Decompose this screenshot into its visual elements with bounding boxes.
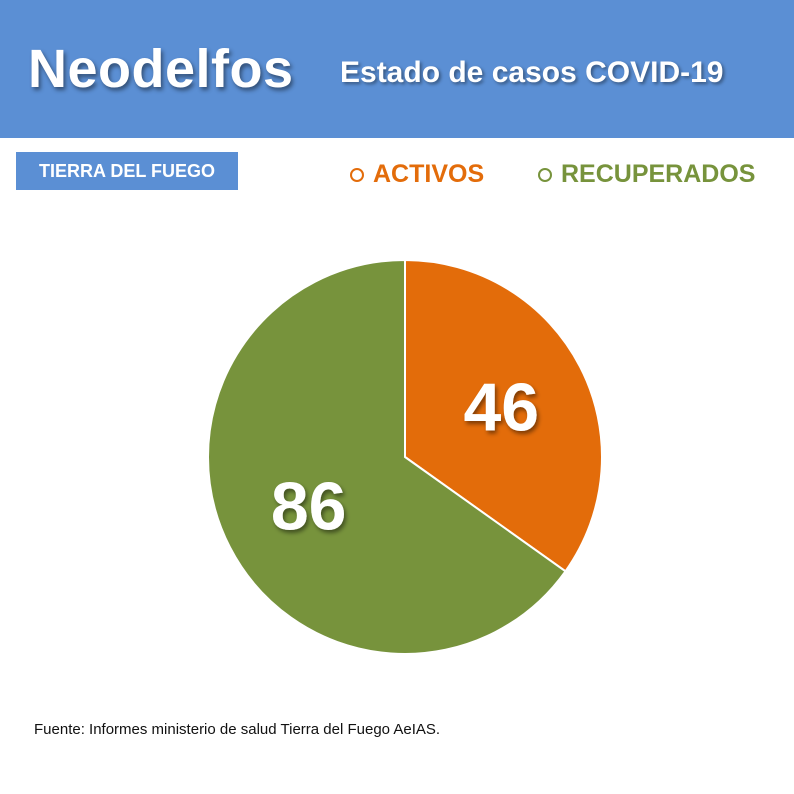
legend-ring-icon (538, 167, 552, 182)
data-label-activos: 46 (463, 369, 539, 445)
pie-slice-recuperados (207, 258, 567, 655)
pie-slice-activos (404, 258, 603, 573)
legend-item-recuperados: RECUPERADOS (538, 160, 755, 189)
legend-ring-icon (350, 167, 364, 182)
header-banner: Neodelfos Estado de casos COVID-19 (0, 0, 794, 138)
brand-title: Neodelfos (28, 39, 294, 99)
source-note: Fuente: Informes ministerio de salud Tie… (34, 721, 441, 738)
chart-title: Estado de casos COVID-19 (340, 56, 724, 89)
data-label-recuperados: 86 (271, 469, 347, 545)
legend-item-activos: ACTIVOS (350, 160, 484, 189)
legend-label-recuperados: RECUPERADOS (561, 160, 756, 188)
region-badge: TIERRA DEL FUEGO (16, 152, 238, 190)
legend-label-activos: ACTIVOS (373, 160, 485, 188)
